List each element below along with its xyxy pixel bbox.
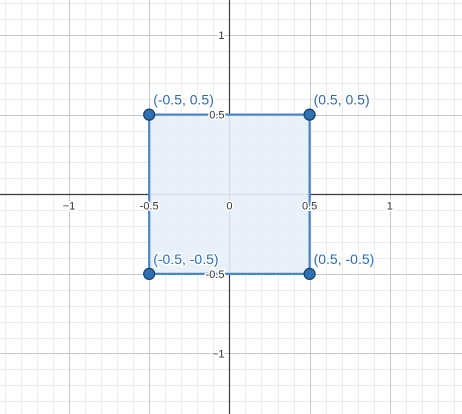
x-tick-label: 1: [387, 201, 393, 213]
point-label: (-0.5, -0.5): [153, 251, 218, 267]
y-tick-label: 1: [218, 30, 224, 42]
point-label: (-0.5, 0.5): [153, 92, 214, 108]
point-marker[interactable]: [143, 267, 156, 280]
y-tick-label: −1: [212, 348, 225, 360]
point-label: (0.5, -0.5): [314, 251, 375, 267]
y-tick-label: -0.5: [206, 269, 225, 281]
point-marker[interactable]: [303, 267, 316, 280]
tick-labels: −1 -0.5 0 0.5 1 1 0.5 -0.5 −1: [61, 29, 394, 362]
y-tick-label: 0.5: [209, 110, 224, 122]
point-marker[interactable]: [143, 108, 156, 121]
x-tick-label: −1: [63, 201, 76, 213]
point-marker[interactable]: [303, 108, 316, 121]
point-labels-layer: (-0.5, 0.5) (0.5, 0.5) (-0.5, -0.5) (0.5, -…: [152, 90, 376, 268]
points-layer[interactable]: [143, 108, 316, 280]
x-tick-label: 0: [226, 201, 232, 213]
x-tick-label: 0.5: [302, 201, 317, 213]
x-tick-label: -0.5: [140, 201, 159, 213]
point-label: (0.5, 0.5): [314, 92, 370, 108]
